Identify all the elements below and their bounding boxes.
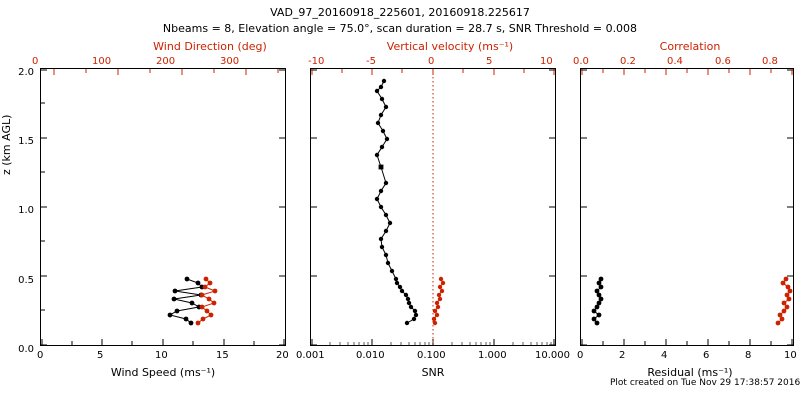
wind-top-ticklabels: 0 100 200 300 [32, 56, 240, 67]
figure-subtitle: Nbeams = 8, Elevation angle = 75.0°, sca… [162, 22, 638, 35]
residual-plot [581, 69, 793, 345]
figure-title: VAD_97_20160918_225601, 20160918.225617 [270, 6, 530, 19]
residual-axis-label: Residual (ms⁻¹) [647, 366, 733, 379]
correlation-top-ticklabels: 0.0 0.2 0.4 0.6 0.8 1.0 [573, 56, 778, 67]
wind-direction-axis-label: Wind Direction (deg) [153, 40, 267, 53]
vertical-velocity-axis-label: Vertical velocity (ms⁻¹) [386, 40, 514, 53]
wind-bottom-ticklabels: 0 5 10 15 20 [37, 350, 289, 361]
residual-bottom-ticklabels: 0 2 4 6 8 10 [577, 350, 797, 361]
z-axis-label: z (km AGL) [0, 114, 13, 175]
correlation-axis-label: Correlation [659, 40, 721, 53]
vertical-panel [310, 68, 556, 346]
residual-panel [580, 68, 794, 346]
wind-panel [40, 68, 286, 346]
wind-plot [41, 69, 285, 345]
z-axis-ticklabels: 0.0 0.5 1.0 1.5 2.0 [18, 67, 34, 355]
vertical-top-ticklabels: -10 -5 0 5 10 [308, 56, 553, 67]
plot-created-caption: Plot created on Tue Nov 29 17:38:57 2016 [610, 378, 800, 388]
snr-bottom-ticklabels: 0.001 0.010 0.100 1.000 10.000 [296, 350, 570, 361]
wind-speed-axis-label: Wind Speed (ms⁻¹) [110, 366, 216, 379]
snr-axis-label: SNR [421, 366, 445, 379]
vertical-plot [311, 69, 555, 345]
